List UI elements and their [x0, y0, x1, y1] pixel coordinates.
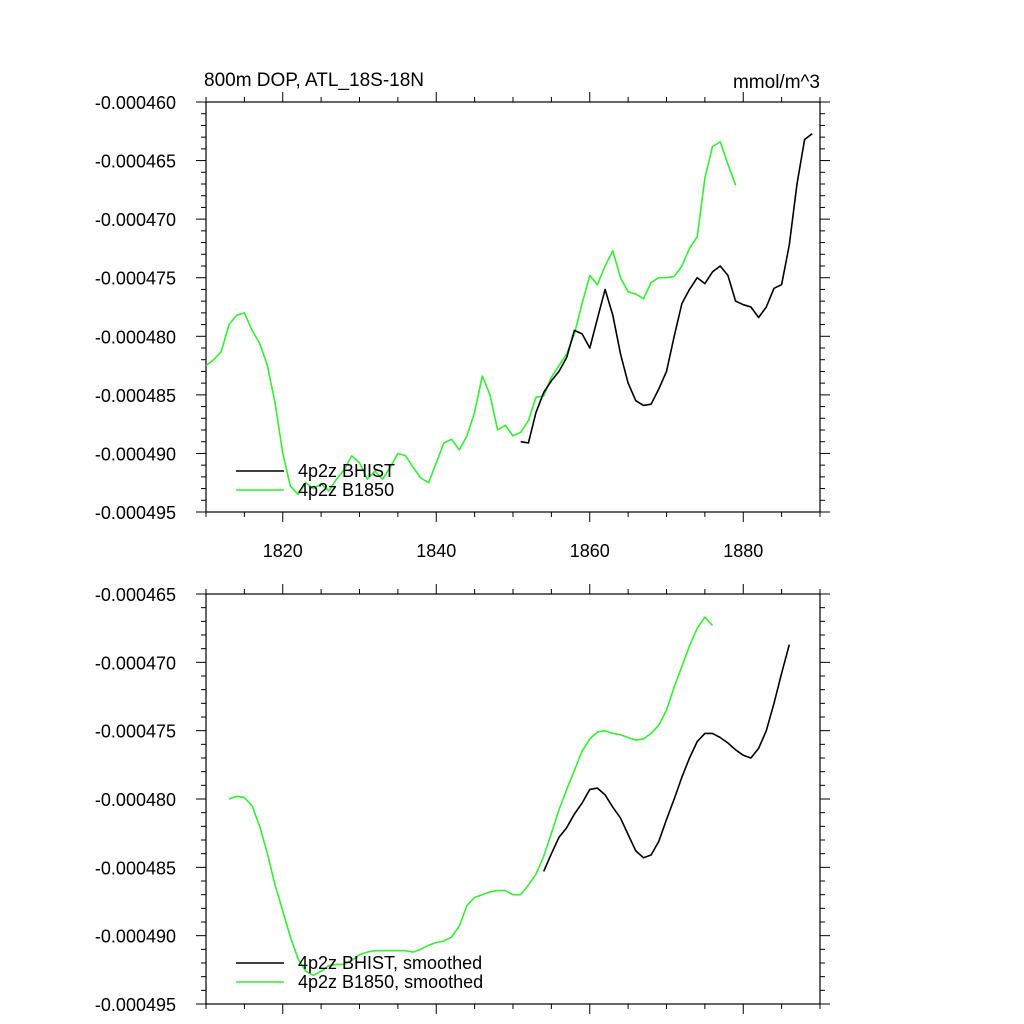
y-tick-label: -0.000495 — [95, 503, 176, 523]
y-tick-label: -0.000465 — [95, 152, 176, 172]
y-tick-label: -0.000480 — [95, 327, 176, 347]
bottom-panel: -0.000495 -0.000490 -0.000485 -0.000480 -0.0… — [95, 584, 830, 1015]
legend-label: 4p2z B1850 — [298, 480, 394, 500]
y-tick-label: -0.000465 — [95, 585, 176, 605]
y-tick-label: -0.000475 — [95, 722, 176, 742]
x-tick-label: 1880 — [723, 541, 763, 561]
series-line-b1850 — [205, 141, 737, 496]
series-line-bhist — [520, 132, 813, 444]
legend-label: 4p2z B1850, smoothed — [298, 972, 483, 992]
y-tick-label: -0.000460 — [95, 93, 176, 113]
y-tick-label: -0.000485 — [95, 386, 176, 406]
series-line-b1850 — [228, 616, 714, 977]
y-tick-label: -0.000495 — [95, 995, 176, 1015]
x-tick-label: 1820 — [263, 541, 303, 561]
legend-label: 4p2z BHIST — [298, 461, 395, 481]
x-tick-label: 1860 — [570, 541, 610, 561]
y-tick-label: -0.000485 — [95, 858, 176, 878]
series-line-bhist — [542, 644, 791, 872]
x-tick-label: 1840 — [416, 541, 456, 561]
y-tick-label: -0.000480 — [95, 790, 176, 810]
units-label: mmol/m^3 — [733, 72, 820, 93]
chart-title: 800m DOP, ATL_18S-18N — [204, 70, 424, 91]
y-tick-label: -0.000490 — [95, 444, 176, 464]
y-tick-label: -0.000475 — [95, 269, 176, 289]
legend-label: 4p2z BHIST, smoothed — [298, 953, 482, 973]
y-tick-label: -0.000470 — [95, 653, 176, 673]
y-tick-label: -0.000470 — [95, 210, 176, 230]
top-panel: -0.000495 -0.000490 -0.000485 -0.000480 -0.0… — [95, 70, 830, 561]
plot-frame — [205, 593, 821, 1005]
y-tick-label: -0.000490 — [95, 927, 176, 947]
